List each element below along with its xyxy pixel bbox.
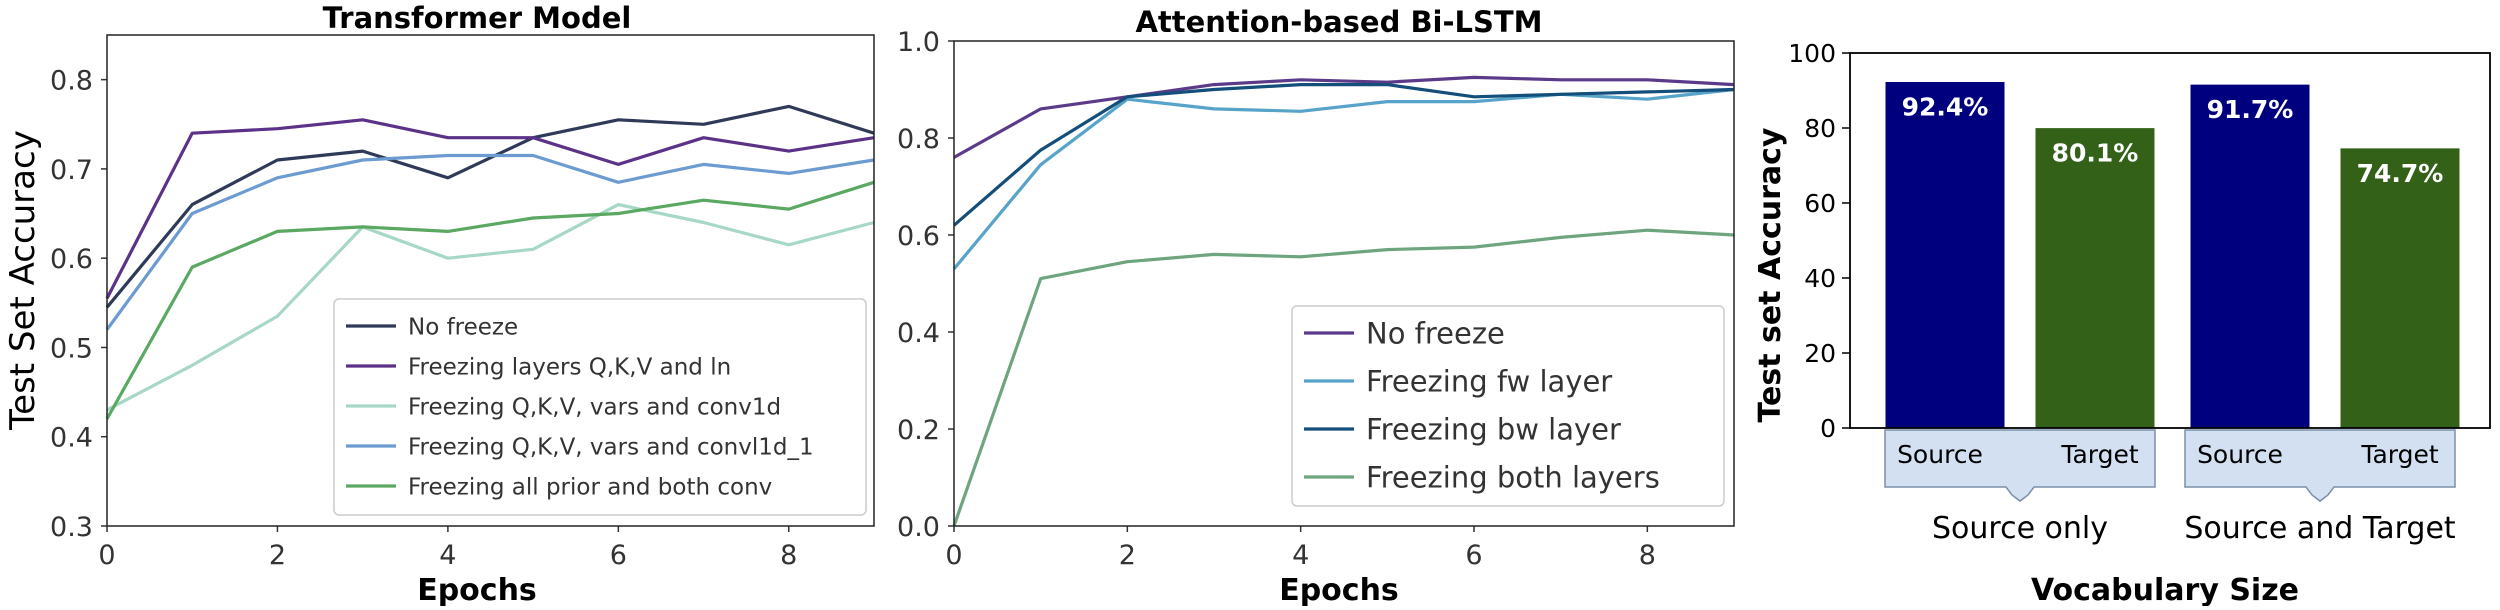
legend-label: No freeze xyxy=(1366,316,1505,350)
x-tick-label: 8 xyxy=(780,540,797,571)
y-tick-label: 0.5 xyxy=(50,333,93,364)
legend-label: No freeze xyxy=(408,314,518,340)
plot-frame xyxy=(1849,52,2491,429)
bilstm-plot-area: 0 2 4 6 8 0.0 0.2 0.4 0.6 0.8 1.0 No freeze Freezing… xyxy=(897,27,1735,571)
transformer-chart: Transformer Model Test Set Accuracy Epoc… xyxy=(3,1,875,608)
x-tick-label: 6 xyxy=(1465,540,1482,571)
x-tick-label: 2 xyxy=(269,540,286,571)
y-tick-label: 0.7 xyxy=(50,155,93,186)
x-tick-label: 8 xyxy=(1639,540,1656,571)
vocab-x-axis-label: Vocabulary Size xyxy=(2031,573,2299,606)
legend-label: Freezing bw layer xyxy=(1366,412,1621,446)
bar-value-label: 80.1% xyxy=(2052,139,2139,168)
bar xyxy=(2189,83,2311,429)
x-tick-label: 2 xyxy=(1119,540,1136,571)
legend-label: Freezing all prior and both conv xyxy=(408,474,772,500)
y-tick-label: 0.2 xyxy=(897,415,940,446)
bar xyxy=(2339,147,2461,429)
category-label: Target xyxy=(2060,440,2139,469)
legend-label: Freezing Q,K,V, vars and conv1d xyxy=(408,394,781,420)
category-label: Source xyxy=(1897,440,1983,469)
legend-label: Freezing layers Q,K,V and ln xyxy=(408,354,731,380)
transformer-title: Transformer Model xyxy=(323,1,632,35)
series-line xyxy=(105,153,875,331)
group-label: Source only xyxy=(1932,511,2108,546)
y-tick-label: 20 xyxy=(1804,339,1836,368)
plot-frame xyxy=(953,40,1735,527)
vocab-y-axis-label: Test set Accuracy xyxy=(1753,127,1788,422)
y-tick-label: 0.0 xyxy=(897,512,940,543)
bar xyxy=(2034,127,2156,429)
x-tick-label: 4 xyxy=(1292,540,1309,571)
series-line xyxy=(952,87,1735,270)
transformer-x-axis-label: Epochs xyxy=(417,573,537,606)
legend-label: Freezing both layers xyxy=(1366,460,1660,494)
y-tick-label: 0.4 xyxy=(50,423,93,454)
bar xyxy=(1884,81,2006,429)
x-tick-label: 4 xyxy=(439,540,456,571)
x-tick-label: 6 xyxy=(610,540,627,571)
group-callout xyxy=(1884,429,2156,502)
y-tick-label: 0.6 xyxy=(50,244,93,275)
y-tick-label: 0.3 xyxy=(50,512,93,543)
series-line xyxy=(105,118,875,300)
y-tick-label: 1.0 xyxy=(897,27,940,58)
bar-value-label: 92.4% xyxy=(1902,93,1989,122)
transformer-y-axis-label: Test Set Accuracy xyxy=(3,130,43,431)
y-tick-label: 0.8 xyxy=(50,66,93,97)
legend-box xyxy=(1291,305,1725,507)
series-line xyxy=(953,75,1735,159)
x-tick-label: 0 xyxy=(945,540,962,571)
category-label: Target xyxy=(2360,440,2439,469)
series-line xyxy=(105,180,875,420)
legend: No freeze Freezing layers Q,K,V and ln Fre… xyxy=(333,298,867,516)
x-tick-label: 0 xyxy=(98,540,115,571)
bar-value-label: 91.7% xyxy=(2207,95,2294,124)
plot-frame xyxy=(106,34,875,527)
legend-label: Freezing fw layer xyxy=(1366,364,1612,398)
series-line xyxy=(952,228,1735,527)
vocab-plot-area: 0 20 40 60 80 100 92.4% 80.1% 91.7% 74.7% Source Ta… xyxy=(1788,39,2491,546)
legend-label: Freezing Q,K,V, vars and convl1d_1 xyxy=(408,434,814,460)
y-tick-label: 0.8 xyxy=(897,124,940,155)
group-callout xyxy=(2184,429,2456,502)
bilstm-title: Attention-based Bi-LSTM xyxy=(1135,5,1542,39)
y-tick-label: 0.4 xyxy=(897,318,940,349)
series-line xyxy=(105,104,875,309)
legend-box xyxy=(333,298,867,516)
y-tick-label: 60 xyxy=(1804,189,1836,218)
y-tick-label: 100 xyxy=(1788,39,1836,68)
y-tick-label: 0.6 xyxy=(897,221,940,252)
y-tick-label: 80 xyxy=(1804,114,1836,143)
transformer-plot-area: 0 2 4 6 8 0.3 0.4 0.5 0.6 0.7 0.8 No freeze Freezing… xyxy=(50,34,875,571)
y-tick-label: 0 xyxy=(1820,414,1836,443)
category-label: Source xyxy=(2197,440,2283,469)
series-line xyxy=(952,82,1735,227)
vocabulary-bar-chart: Test set Accuracy Vocabulary Size 0 20 40 6… xyxy=(1753,39,2491,608)
series-line xyxy=(106,203,875,412)
bar-value-label: 74.7% xyxy=(2357,159,2444,188)
legend: No freeze Freezing fw layer Freezing bw la… xyxy=(1291,305,1725,507)
bilstm-x-axis-label: Epochs xyxy=(1279,573,1399,606)
bilstm-chart: Attention-based Bi-LSTM Epochs 0 2 4 6 80.00… xyxy=(897,5,1735,608)
group-label: Source and Target xyxy=(2184,511,2456,546)
y-tick-label: 40 xyxy=(1804,264,1836,293)
